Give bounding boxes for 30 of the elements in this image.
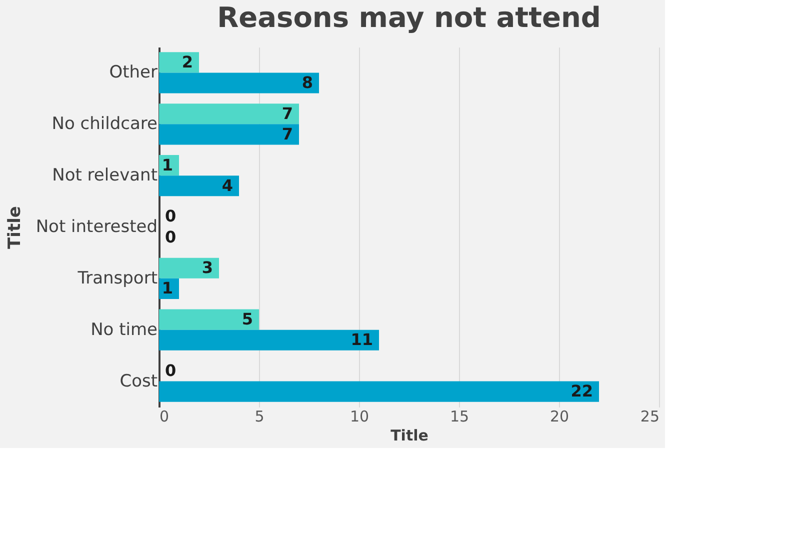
y-tick-label: No time bbox=[90, 320, 158, 340]
x-tick-label: 15 bbox=[450, 408, 470, 426]
y-tick-label: Transport bbox=[76, 268, 158, 288]
data-label: 4 bbox=[222, 176, 233, 195]
data-label: 0 bbox=[165, 206, 176, 226]
x-tick-label: 25 bbox=[640, 408, 660, 426]
chart-title: Reasons may not attend bbox=[217, 1, 601, 34]
data-label: 0 bbox=[165, 361, 176, 380]
data-label: 7 bbox=[282, 104, 293, 123]
x-tick-label: 0 bbox=[160, 408, 170, 426]
data-label: 1 bbox=[162, 278, 173, 298]
data-label: 0 bbox=[165, 227, 176, 246]
data-label: 1 bbox=[162, 155, 173, 174]
y-tick-label: Cost bbox=[120, 371, 158, 392]
x-tick-label: 10 bbox=[350, 408, 370, 426]
data-label: 22 bbox=[570, 382, 593, 401]
data-label: 8 bbox=[302, 73, 313, 92]
data-label: 7 bbox=[282, 124, 293, 144]
x-tick-label: 5 bbox=[254, 408, 264, 426]
x-tick-label: 20 bbox=[550, 408, 570, 426]
y-tick-label: Not relevant bbox=[52, 166, 158, 186]
data-label: 11 bbox=[350, 330, 373, 350]
y-tick-label: No childcare bbox=[52, 114, 158, 134]
data-label: 5 bbox=[242, 310, 253, 329]
y-tick-label: Not interested bbox=[36, 217, 158, 237]
data-label: 3 bbox=[202, 258, 213, 278]
data-label: 2 bbox=[182, 52, 193, 72]
y-tick-label: Other bbox=[109, 62, 158, 83]
y-axis-title: Title bbox=[4, 206, 25, 249]
x-axis-title: Title bbox=[390, 426, 428, 444]
